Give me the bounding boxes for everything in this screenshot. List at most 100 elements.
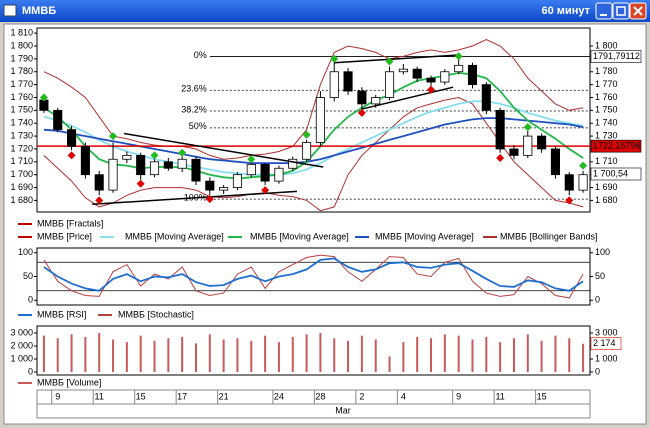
volume-bar	[457, 335, 460, 373]
candle-body	[191, 158, 201, 182]
volume-label: 2 174	[593, 338, 616, 348]
y-tick-label: 1 710	[10, 156, 33, 166]
fractal-up	[454, 52, 463, 61]
candle-body	[260, 163, 270, 182]
candle-body	[136, 154, 146, 176]
candle-body	[426, 77, 436, 83]
fractal-up	[247, 155, 256, 164]
fractal-up	[385, 57, 394, 66]
candle-body	[39, 99, 49, 111]
volume-bar	[112, 339, 115, 373]
candle-body	[205, 180, 215, 191]
fractal-up	[330, 54, 339, 63]
candle-body	[302, 142, 312, 160]
fractal-up	[523, 123, 532, 132]
candle-body	[108, 158, 118, 191]
volume-bar	[208, 334, 211, 373]
volume-bar	[430, 338, 433, 373]
volume-bar	[526, 334, 529, 373]
volume-bar	[388, 356, 391, 373]
candle-body	[495, 109, 505, 150]
moving-average	[43, 72, 584, 180]
y-tick-label: 1 750	[10, 105, 33, 115]
minimize-button[interactable]	[595, 2, 613, 20]
y-tick-label: 1 740	[10, 118, 33, 128]
fractal-down	[565, 196, 574, 205]
fractal-down	[95, 196, 104, 205]
y2-tick-label: 1 000	[595, 353, 618, 363]
volume-bar	[582, 343, 585, 373]
month-label: Mar	[335, 405, 351, 415]
volume-bar	[305, 334, 308, 373]
candle-body	[454, 64, 464, 73]
volume-bar	[347, 340, 350, 373]
price-label: 1791,79112	[593, 51, 640, 61]
candle-body	[357, 90, 367, 105]
volume-bar	[70, 334, 73, 373]
candle-body	[67, 129, 77, 147]
candle-body	[343, 71, 353, 92]
legend-label: ММВБ [Fractals]	[37, 218, 103, 228]
trend-line	[334, 54, 459, 64]
y-tick-label: 0	[28, 366, 33, 376]
y-tick-label: 100	[18, 247, 33, 257]
candle-body	[274, 167, 284, 182]
x-tick-label: 2	[359, 391, 364, 401]
y2-tick-label: 100	[595, 247, 610, 257]
candle-body	[232, 174, 243, 188]
volume-bar	[42, 335, 45, 373]
y-tick-label: 2 000	[10, 340, 33, 350]
timeframe: 60 минут	[542, 5, 591, 17]
legend-label: ММВБ [Stochastic]	[118, 309, 194, 319]
candle-body	[246, 163, 256, 176]
y-tick-label: 1 680	[10, 195, 33, 205]
window-buttons	[595, 2, 647, 20]
volume-bar	[360, 335, 363, 373]
price-label-box	[590, 139, 642, 153]
volume-bar	[194, 343, 197, 373]
legend-label: ММВБ [Moving Average]	[250, 231, 349, 241]
candle-body	[467, 64, 478, 86]
maximize-button[interactable]	[612, 2, 630, 20]
fractal-down	[261, 186, 270, 195]
fib-label: 38.2%	[181, 104, 207, 114]
y-tick-label: 1 810	[10, 28, 33, 38]
fractal-up	[150, 151, 159, 160]
price-label: 1 700,54	[593, 168, 628, 178]
candle-body	[288, 158, 298, 169]
y-tick-label: 3 000	[10, 327, 33, 337]
y-tick-label: 1 000	[10, 353, 33, 363]
volume-label-box	[590, 337, 622, 351]
candle-body	[398, 68, 408, 73]
y-tick-label: 1 730	[10, 130, 33, 140]
candle-body	[481, 84, 491, 111]
volume-bar	[153, 340, 156, 373]
volume-bar	[264, 335, 267, 373]
price-panel	[36, 27, 591, 213]
volume-bar	[250, 340, 253, 373]
trend-line	[361, 86, 454, 110]
volume-bar	[512, 338, 515, 373]
volume-bar	[181, 336, 184, 373]
fractal-down	[427, 85, 436, 94]
candle-body	[578, 174, 588, 191]
volume-bar	[402, 342, 405, 373]
legend-label: ММВБ [Moving Average]	[375, 231, 474, 241]
fractal-down	[496, 153, 505, 162]
app-icon	[3, 4, 17, 17]
y2-tick-label: 1 800	[595, 40, 618, 50]
candle-body	[163, 161, 173, 169]
price-label-box	[590, 167, 642, 181]
bollinger-upper	[43, 39, 584, 160]
candle-body	[537, 135, 547, 150]
y2-tick-label: 1 750	[595, 105, 618, 115]
x-tick-label: 4	[401, 391, 406, 401]
x-tick-label: 15	[537, 391, 547, 401]
candle-body	[509, 148, 519, 156]
y-tick-label: 1 770	[10, 79, 33, 89]
price-label-box	[590, 50, 642, 63]
bollinger-lower	[43, 96, 584, 212]
candle-body	[177, 158, 187, 169]
oscillator-line	[43, 257, 584, 292]
